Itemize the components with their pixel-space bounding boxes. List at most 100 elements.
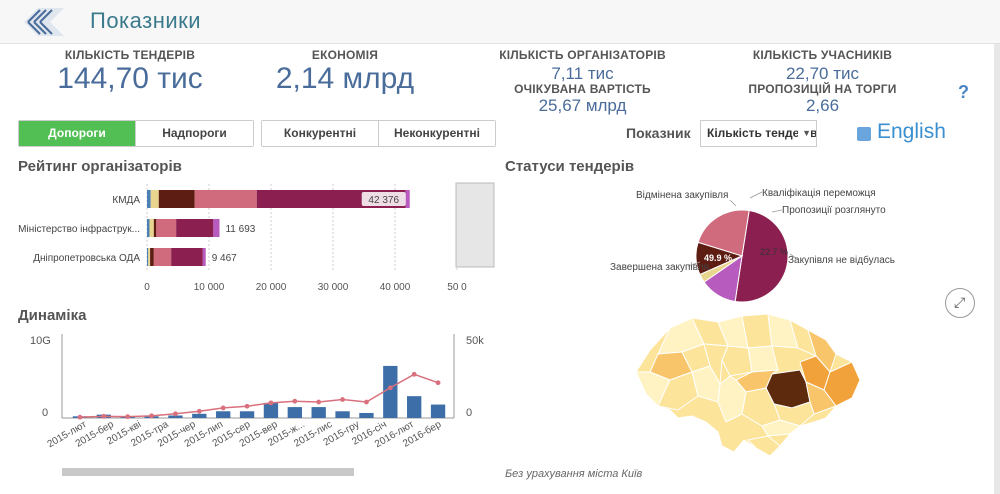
tab-competitive[interactable]: Конкурентні — [262, 121, 379, 146]
ranking-row-label: КМДА — [112, 195, 140, 206]
ranking-bar-segment[interactable] — [213, 219, 220, 237]
tab-above-threshold[interactable]: Надпороги — [136, 121, 253, 146]
threshold-tabs: Допороги Надпороги — [18, 120, 254, 147]
dynamics-bar[interactable] — [311, 407, 326, 418]
pie-slice[interactable] — [697, 209, 750, 257]
dynamics-bar[interactable] — [335, 411, 350, 418]
pie-label-failed: Закупівля не відбулась — [788, 254, 895, 266]
dynamics-line-point[interactable] — [387, 385, 393, 391]
map-region-kherson[interactable] — [761, 419, 802, 437]
ranking-bar-segment[interactable] — [149, 219, 154, 237]
dynamics-line-point[interactable] — [149, 413, 154, 419]
pie-slice[interactable] — [703, 254, 743, 303]
pie-label-cancelled: Відмінена закупівля — [636, 190, 728, 201]
ranking-bar-segment[interactable] — [171, 248, 203, 266]
ranking-bar-segment[interactable] — [148, 248, 151, 266]
left-axis-zero-label: 0 — [42, 407, 48, 419]
dynamics-line-point[interactable] — [364, 399, 369, 405]
right-axis-zero-label: 0 — [466, 407, 472, 419]
dynamics-line-point[interactable] — [101, 413, 107, 419]
dynamics-bar[interactable] — [359, 412, 374, 418]
ranking-tick-label: 40 000 — [380, 282, 411, 293]
ranking-bar-segment[interactable] — [153, 248, 172, 266]
app-title: Показники — [90, 8, 202, 33]
top-bar: Показники — [0, 0, 1000, 44]
status-pie-chart: Відмінена закупівля Кваліфікація перемож… — [610, 187, 895, 303]
kpi-tenders-label: КІЛЬКІСТЬ ТЕНДЕРІВ — [64, 48, 196, 62]
dynamics-bar[interactable] — [168, 415, 183, 418]
dynamics-bar[interactable] — [430, 404, 446, 418]
indicator-selected-value: Кількість тендерів — [707, 126, 817, 140]
language-switch[interactable]: English — [857, 120, 946, 144]
dynamics-line-point[interactable] — [220, 405, 226, 411]
ranking-bar-segment[interactable] — [176, 219, 214, 237]
dynamics-line-point[interactable] — [77, 414, 83, 420]
dynamics-line-point[interactable] — [340, 397, 345, 402]
ranking-scrollbar[interactable] — [455, 182, 495, 268]
dynamics-scrollbar[interactable] — [62, 468, 354, 476]
ranking-bar-segment[interactable] — [202, 248, 206, 266]
ranking-bar-segment[interactable] — [150, 190, 159, 208]
dynamics-line-point[interactable] — [435, 380, 441, 386]
dynamics-line-point[interactable] — [244, 403, 250, 409]
map-region-crimea[interactable] — [746, 435, 781, 457]
ranking-tick-label: 50 0 — [447, 282, 467, 293]
map-region-donetsk[interactable] — [805, 381, 837, 415]
dynamics-line-point[interactable] — [173, 411, 178, 417]
map-region-ivano-frankivsk[interactable] — [657, 371, 699, 411]
kpi-bids-label: ПРОПОЗИЦІЙ НА ТОРГИ — [748, 82, 897, 96]
dynamics-line-point[interactable] — [125, 414, 131, 420]
ranking-bar-segment[interactable] — [153, 219, 157, 237]
kpi-participants-value: 22,70 тис — [785, 64, 860, 83]
kpi-organizers-value: 7,11 тис — [551, 64, 614, 83]
dynamics-bar[interactable] — [216, 411, 231, 418]
pie-slice[interactable] — [734, 209, 789, 303]
chevron-down-icon: ▼ — [798, 121, 811, 146]
left-axis-top-label: 10G — [30, 335, 51, 347]
ranking-bar-segment[interactable] — [147, 190, 151, 208]
ranking-title: Рейтинг організаторів — [18, 158, 182, 175]
map-region-kharkiv-north[interactable] — [807, 328, 837, 373]
right-axis-top-label: 50k — [466, 335, 484, 347]
ranking-bar-segment[interactable] — [150, 248, 154, 266]
pie-value-completed: 49.9 % — [704, 253, 732, 263]
right-frame-edge — [994, 44, 1000, 494]
help-icon[interactable]: ? — [958, 82, 969, 102]
dynamics-bar[interactable] — [287, 407, 302, 418]
expand-button[interactable]: ⤢ — [945, 288, 975, 318]
dynamics-bar[interactable] — [263, 402, 279, 418]
dynamics-bar[interactable] — [239, 411, 255, 418]
dynamics-line-point[interactable] — [268, 400, 274, 406]
dynamics-line-point[interactable] — [292, 398, 298, 404]
dynamics-chart: 10G 0 50k 0 2015-лют2015-бер2015-кві2015… — [30, 334, 484, 476]
dynamics-line-point[interactable] — [316, 399, 322, 405]
kpi-participants-label: КІЛЬКІСТЬ УЧАСНИКІВ — [752, 48, 893, 62]
dynamics-bar[interactable] — [192, 413, 207, 418]
logo-icon — [24, 8, 64, 36]
kpi-expected-label: ОЧІКУВАНА ВАРТІСТЬ — [514, 82, 651, 96]
pie-label-qualification: Кваліфікація переможця — [762, 187, 876, 199]
ranking-bar-segment[interactable] — [158, 190, 195, 208]
dynamics-line-point[interactable] — [196, 408, 202, 414]
dynamics-bar[interactable] — [407, 396, 422, 418]
map-region-chernivtsi[interactable] — [691, 365, 721, 403]
ranking-tick-label: 20 000 — [256, 282, 287, 293]
ranking-bar-segment[interactable] — [156, 219, 177, 237]
external-link-icon — [857, 127, 871, 141]
ranking-tick-label: 10 000 — [194, 282, 225, 293]
dynamics-line-point[interactable] — [411, 371, 417, 377]
ranking-bar-segment[interactable] — [147, 219, 150, 237]
ranking-bar-segment[interactable] — [147, 248, 149, 266]
dynamics-bar[interactable] — [383, 365, 398, 418]
ranking-bar-segment[interactable] — [405, 190, 410, 208]
tab-noncompetitive[interactable]: Неконкурентні — [379, 121, 495, 146]
tab-below-threshold[interactable]: Допороги — [19, 121, 136, 146]
map-region-khmelnytskyi[interactable] — [703, 343, 729, 386]
pie-value-failed: 22.7 % — [760, 247, 788, 257]
ranking-chart: КМДА Міністерство інфраструк... Дніпропетр… — [18, 182, 495, 293]
ranking-tick-label: 0 — [144, 282, 150, 293]
indicator-select[interactable]: Кількість тендерів ▼ — [700, 120, 817, 147]
ranking-row-label: Міністерство інфраструк... — [18, 223, 140, 235]
ranking-bar-segment[interactable] — [194, 190, 257, 208]
indicator-label: Показник — [626, 125, 691, 141]
